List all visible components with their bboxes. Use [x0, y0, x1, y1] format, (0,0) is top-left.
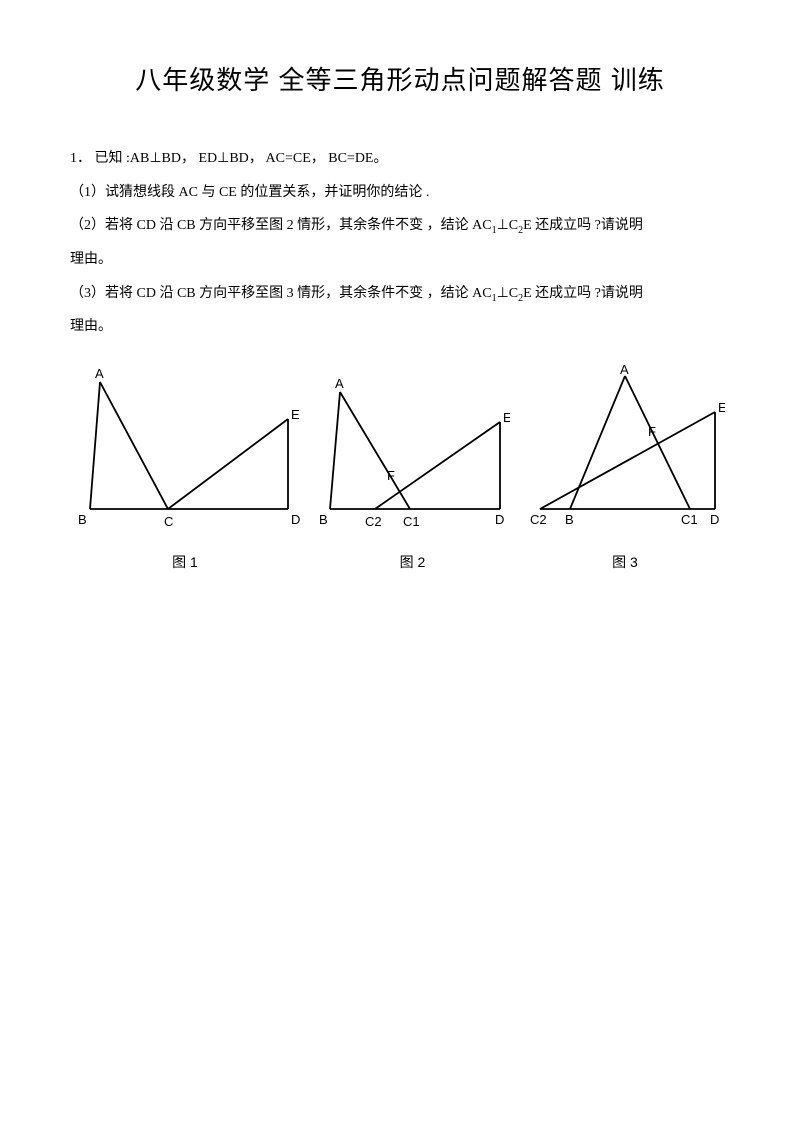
- line-1: 1． 已知 :AB⊥BD， ED⊥BD， AC=CE， BC=DE。: [70, 142, 730, 176]
- figure-3-svg: A E F C2 B C1 D: [525, 364, 725, 534]
- fig3-F: F: [648, 424, 656, 439]
- fig2-caption: 图 2: [400, 552, 426, 572]
- l4c: E 还成立吗 ?请说明: [523, 286, 643, 301]
- fig2-E: E: [503, 410, 510, 425]
- figure-2-svg: A E F B C2 C1 D: [315, 374, 510, 534]
- fig1-caption: 图 1: [172, 552, 198, 572]
- fig2-B: B: [319, 512, 328, 527]
- fig2-A: A: [335, 376, 344, 391]
- figure-1-block: A E B C D 图 1: [70, 364, 300, 572]
- figures-row: A E B C D 图 1 A E F B C2 C1 D 图 2: [70, 364, 730, 572]
- l4b: ⊥C: [497, 286, 519, 301]
- fig2-C2: C2: [365, 514, 382, 529]
- fig3-E: E: [718, 400, 725, 415]
- fig3-D: D: [710, 512, 719, 527]
- fig3-C2: C2: [530, 512, 547, 527]
- figure-2-block: A E F B C2 C1 D 图 2: [315, 374, 510, 572]
- l4a: （3）若将 CD 沿 CB 方向平移至图 3 情形，其余条件不变 ，结论 AC: [70, 286, 492, 301]
- l3c: E 还成立吗 ?请说明: [523, 218, 643, 233]
- line1-text: 已知 :AB⊥BD， ED⊥BD， AC=CE， BC=DE。: [95, 151, 388, 166]
- problem-body: 1． 已知 :AB⊥BD， ED⊥BD， AC=CE， BC=DE。 （1）试猜…: [70, 142, 730, 344]
- page-title: 八年级数学 全等三角形动点问题解答题 训练: [70, 60, 730, 97]
- l3a: （2）若将 CD 沿 CB 方向平移至图 2 情形，其余条件不变 ，结论 AC: [70, 218, 492, 233]
- fig2-C1: C1: [403, 514, 420, 529]
- fig3-B: B: [565, 512, 574, 527]
- line-2: （1）试猜想线段 AC 与 CE 的位置关系，并证明你的结论 .: [70, 176, 730, 210]
- figure-1-svg: A E B C D: [70, 364, 300, 534]
- problem-number: 1．: [70, 151, 91, 166]
- figure-3-block: A E F C2 B C1 D 图 3: [525, 364, 725, 572]
- l3b: ⊥C: [497, 218, 519, 233]
- fig1-C: C: [164, 514, 173, 529]
- fig3-A: A: [620, 364, 629, 377]
- line-4-end: 理由。: [70, 310, 730, 344]
- fig2-F: F: [387, 468, 395, 483]
- fig1-A: A: [95, 366, 104, 381]
- fig2-D: D: [495, 512, 504, 527]
- line-4: （3）若将 CD 沿 CB 方向平移至图 3 情形，其余条件不变 ，结论 AC1…: [70, 277, 730, 311]
- line-3-end: 理由。: [70, 243, 730, 277]
- fig3-caption: 图 3: [612, 552, 638, 572]
- fig1-B: B: [78, 512, 87, 527]
- fig3-C1: C1: [681, 512, 698, 527]
- fig1-D: D: [291, 512, 300, 527]
- line-3: （2）若将 CD 沿 CB 方向平移至图 2 情形，其余条件不变 ，结论 AC1…: [70, 209, 730, 243]
- fig1-E: E: [291, 407, 300, 422]
